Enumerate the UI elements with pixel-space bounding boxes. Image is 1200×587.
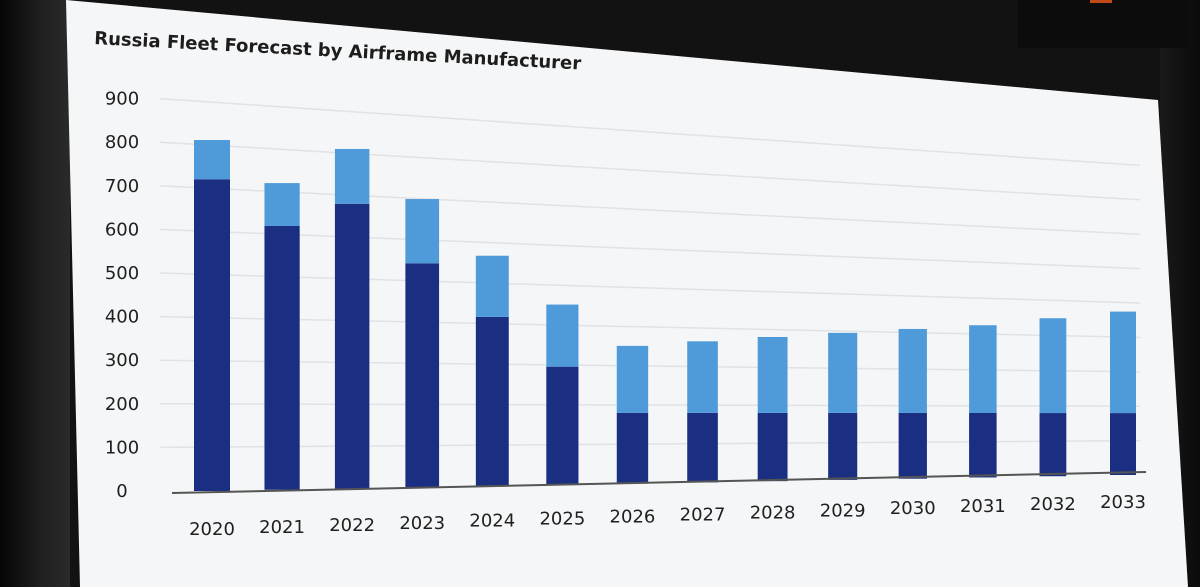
- bar-2029-segment-1: [828, 412, 858, 480]
- gridline-700: [159, 185, 1141, 235]
- chart-panel: [66, 0, 1188, 587]
- x-tick-label-2021: 2021: [259, 517, 305, 538]
- bar-2032-segment-2: [1039, 318, 1067, 414]
- bar-2032-segment-1: [1039, 413, 1067, 477]
- y-tick-label-500: 500: [105, 263, 139, 284]
- bar-2028-segment-1: [757, 412, 788, 482]
- bar-2024-segment-2: [475, 255, 509, 317]
- x-axis: 2020 2021 2022 2023 2024 2025 2026 2027 2028 2029…: [189, 492, 1146, 540]
- x-tick-label-2028: 2028: [750, 502, 796, 523]
- bar-2025-segment-2: [546, 304, 579, 367]
- bar-2020-segment-2: [194, 140, 230, 180]
- x-tick-label-2027: 2027: [680, 504, 726, 525]
- x-tick-label-2026: 2026: [610, 507, 656, 528]
- bars: [194, 140, 1136, 491]
- bar-2027-segment-2: [687, 341, 718, 413]
- bar-2022-segment-1: [334, 203, 370, 489]
- bar-2024-segment-1: [475, 316, 509, 487]
- x-tick-label-2024: 2024: [469, 511, 515, 532]
- x-axis-line: [171, 471, 1147, 494]
- x-tick-label-2020: 2020: [189, 519, 235, 540]
- y-tick-label-900: 900: [105, 89, 139, 110]
- bar-2033-segment-2: [1110, 311, 1136, 414]
- bar-2030-segment-2: [898, 328, 927, 413]
- bar-2027-segment-1: [687, 412, 718, 483]
- x-tick-label-2031: 2031: [960, 496, 1006, 517]
- y-tick-label-100: 100: [105, 437, 139, 458]
- x-tick-label-2032: 2032: [1030, 494, 1076, 515]
- x-tick-label-2033: 2033: [1100, 492, 1146, 513]
- bar-2020-segment-1: [194, 179, 230, 491]
- x-tick-label-2025: 2025: [539, 509, 585, 530]
- x-tick-label-2023: 2023: [399, 513, 445, 534]
- bar-2028-segment-2: [757, 336, 788, 413]
- x-tick-label-2029: 2029: [820, 500, 866, 521]
- bar-2026-segment-1: [616, 412, 649, 484]
- x-tick-label-2030: 2030: [890, 498, 936, 519]
- bar-2029-segment-2: [828, 332, 858, 413]
- bar-2021-segment-2: [264, 183, 300, 226]
- y-tick-label-0: 0: [116, 481, 127, 502]
- monitor-corner: [1018, 0, 1188, 48]
- bar-2022-segment-2: [334, 148, 370, 204]
- bar-2025-segment-1: [546, 366, 579, 485]
- gridline-500: [159, 272, 1141, 304]
- monitor-bezel-left: [0, 0, 70, 587]
- gridline-600: [159, 228, 1141, 270]
- bar-2023-segment-1: [405, 263, 440, 488]
- y-axis: 0 100 200 300 400 500 600 700 800 900: [105, 89, 139, 502]
- bar-2023-segment-2: [405, 199, 440, 264]
- corner-accent: [1090, 0, 1112, 3]
- bar-2031-segment-2: [969, 325, 997, 413]
- bar-2031-segment-1: [969, 412, 997, 478]
- y-tick-label-700: 700: [105, 176, 139, 197]
- gridline-900: [159, 97, 1141, 167]
- y-tick-label-800: 800: [105, 132, 139, 153]
- bar-2030-segment-1: [898, 412, 927, 479]
- x-tick-label-2022: 2022: [329, 515, 375, 536]
- y-tick-label-300: 300: [105, 350, 139, 371]
- bar-2021-segment-1: [264, 225, 300, 490]
- y-tick-label-200: 200: [105, 394, 139, 415]
- bar-2033-segment-1: [1110, 413, 1136, 475]
- gridline-800: [159, 141, 1141, 201]
- y-tick-label-400: 400: [105, 307, 139, 328]
- y-tick-label-600: 600: [105, 219, 139, 240]
- bar-2026-segment-2: [616, 345, 649, 413]
